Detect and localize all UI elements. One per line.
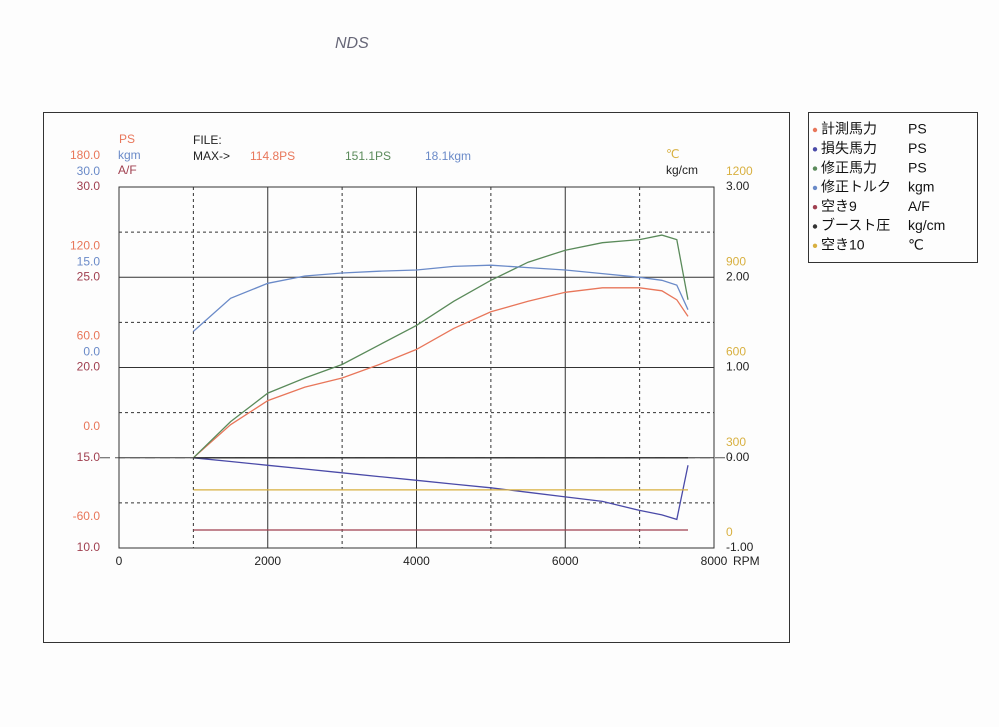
y-tick-label: 0.0	[83, 419, 100, 433]
legend-unit: kg/cm	[908, 217, 945, 233]
legend-marker	[812, 147, 818, 152]
y2-tick-label: -1.00	[726, 540, 754, 554]
x-tick-label: 4000	[403, 554, 430, 568]
max-value: 151.1PS	[345, 149, 391, 163]
axis-title: kg/cm	[666, 163, 698, 177]
legend-marker	[812, 243, 818, 248]
max-value: 18.1kgm	[425, 149, 471, 163]
y-tick-label: 60.0	[77, 329, 101, 343]
legend-frame	[808, 112, 978, 263]
axis-title: PS	[119, 132, 135, 146]
max-value: 114.8PS	[250, 149, 295, 163]
legend-label: 修正トルク	[821, 179, 891, 195]
y2-tick-label: 300	[726, 435, 746, 449]
legend-unit: kgm	[908, 179, 934, 195]
annotation: NDS	[335, 35, 369, 52]
series-line	[193, 457, 689, 521]
y2-tick-label: 0.00	[726, 450, 750, 464]
y-tick-label: 180.0	[70, 148, 100, 162]
y-tick-label: 20.0	[77, 360, 101, 374]
series-line	[192, 287, 689, 459]
axis-title: A/F	[118, 163, 137, 177]
y-tick-label: 0.0	[83, 345, 100, 359]
max-label: MAX->	[193, 149, 230, 163]
x-tick-label: 2000	[254, 554, 281, 568]
x-tick-label: 8000	[701, 554, 728, 568]
series-line	[192, 234, 689, 459]
x-axis-label: RPM	[733, 554, 760, 568]
legend-label: 空き9	[821, 198, 857, 214]
legend-unit: A/F	[908, 198, 930, 214]
legend-marker	[812, 185, 818, 191]
y-tick-label: 15.0	[77, 254, 101, 268]
y2-tick-label: 600	[726, 345, 746, 359]
y2-tick-label: 3.00	[726, 179, 750, 193]
y-tick-label: 15.0	[77, 450, 101, 464]
legend-unit: ℃	[908, 237, 924, 253]
legend-label: 空き10	[821, 237, 865, 253]
y2-tick-label: 1.00	[726, 360, 750, 374]
legend-label: 損失馬力	[821, 140, 877, 156]
legend-label: 修正馬力	[821, 159, 877, 175]
y2-tick-label: 900	[726, 254, 746, 268]
axis-title: ℃	[666, 147, 679, 161]
y-tick-label: 10.0	[77, 540, 101, 554]
y2-tick-label: 1200	[726, 164, 753, 178]
legend-marker	[812, 205, 818, 210]
plot-frame	[118, 186, 715, 549]
y-tick-label: -60.0	[73, 509, 101, 523]
y2-tick-label: 2.00	[726, 269, 750, 283]
legend-unit: PS	[908, 121, 927, 137]
y2-tick-label: 0	[726, 525, 733, 539]
legend-marker	[812, 127, 818, 133]
legend-marker	[812, 224, 818, 229]
file-label: FILE:	[193, 133, 222, 147]
y-tick-label: 120.0	[70, 238, 100, 252]
x-tick-label: 0	[116, 554, 123, 568]
chart-frame	[43, 112, 790, 643]
axis-title: kgm	[118, 148, 141, 162]
legend-label: 計測馬力	[821, 121, 877, 137]
series-line	[192, 264, 689, 332]
y-tick-label: 30.0	[77, 179, 101, 193]
legend-unit: PS	[908, 140, 927, 156]
legend-unit: PS	[908, 159, 927, 175]
legend-label: ブースト圧	[821, 217, 890, 233]
legend-marker	[812, 166, 818, 171]
x-tick-label: 6000	[552, 554, 579, 568]
y-tick-label: 30.0	[77, 164, 101, 178]
y-tick-label: 25.0	[77, 269, 101, 283]
